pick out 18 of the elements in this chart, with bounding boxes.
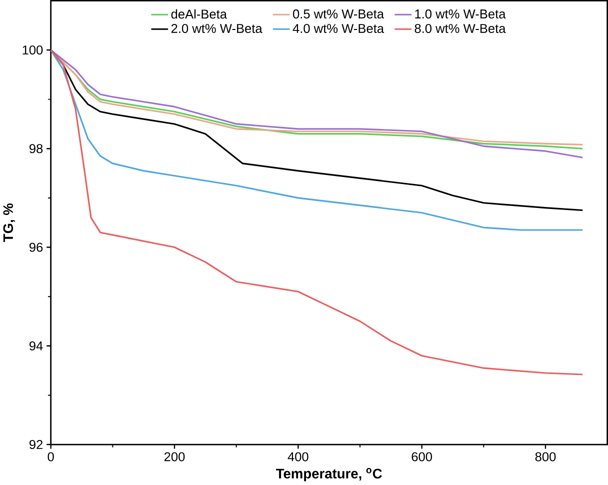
legend-label: 0.5 wt% W-Beta	[292, 10, 384, 19]
x-axis-title: Temperature, $^{o}$C	[276, 468, 382, 482]
x-tick-label: 600	[412, 452, 432, 462]
y-tick-label: 96	[30, 242, 43, 252]
legend-label: 8.0 wt% W-Beta	[414, 24, 506, 34]
y-tick-label: 98	[30, 144, 43, 154]
legend-label: 2.0 wt% W-Beta	[171, 24, 262, 34]
legend-label: deAl-Beta	[171, 10, 227, 19]
y-tick-label: 100	[22, 46, 43, 55]
x-tick-label: 800	[535, 452, 556, 462]
x-tick-label: 200	[164, 452, 185, 462]
x-tick-label: 400	[288, 452, 308, 462]
legend-label: 4.0 wt% W-Beta	[292, 24, 384, 34]
y-axis-title: TG, %	[3, 204, 16, 242]
x-tick-label: 0	[48, 452, 54, 462]
y-tick-label: 92	[30, 440, 42, 450]
legend-label: 1.0 wt% W-Beta	[415, 10, 506, 19]
y-tick-label: 94	[30, 342, 43, 351]
